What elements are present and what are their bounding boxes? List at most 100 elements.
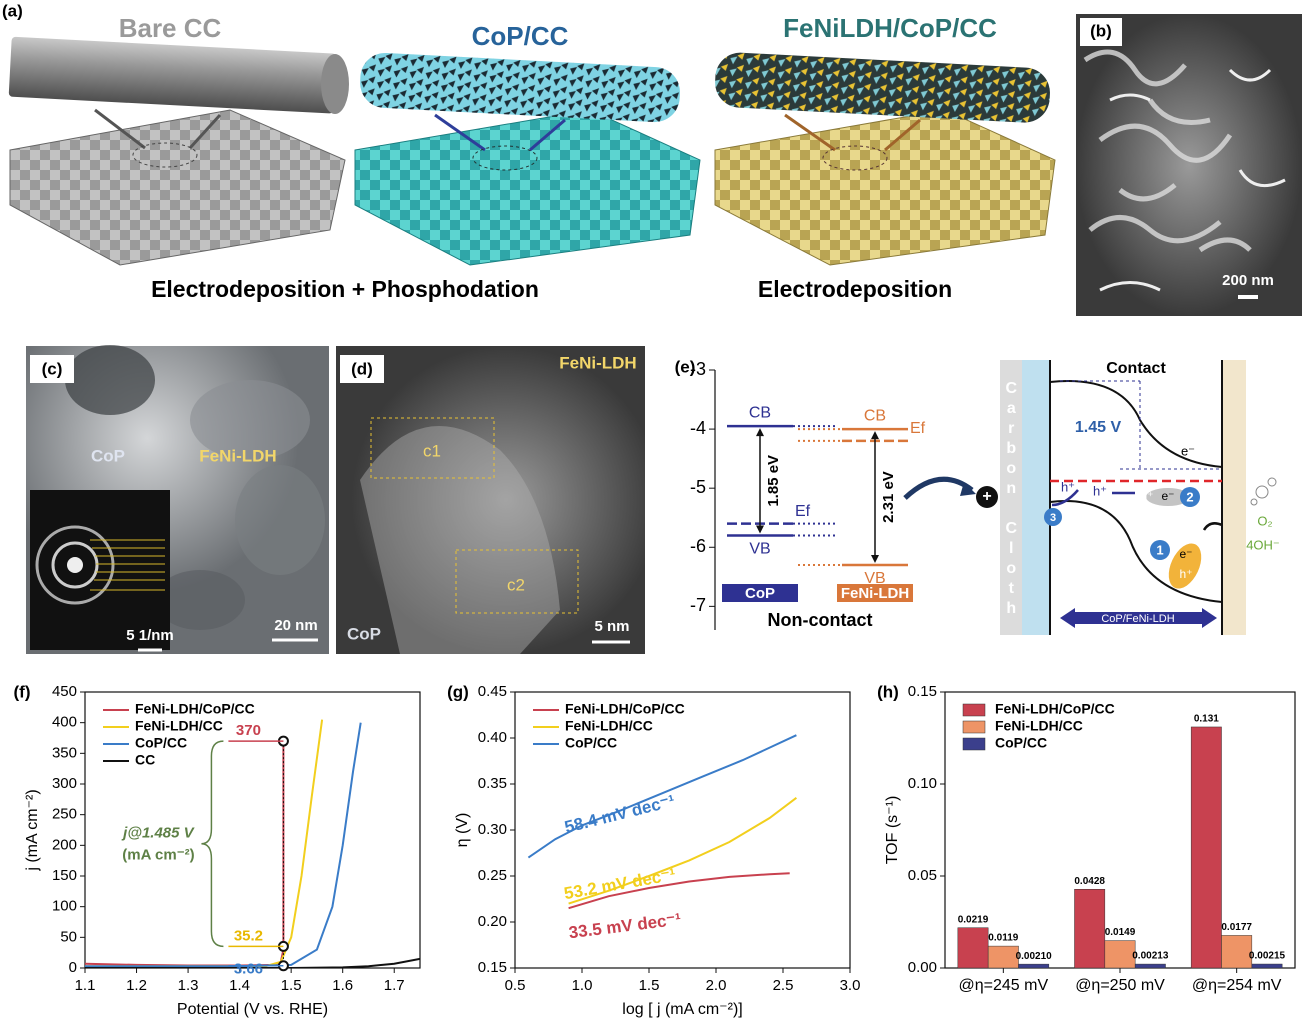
bar: [1191, 727, 1221, 968]
y-tick-label: 0.15: [478, 959, 507, 976]
slope-label: 53.2 mV dec⁻¹: [563, 865, 678, 903]
hrtem-image: [336, 346, 645, 654]
material-label: CoP: [745, 585, 775, 602]
y-tick-label: 0.35: [478, 775, 507, 792]
level-label: Ef: [795, 503, 811, 520]
layer-label: CoP/FeNi-LDH: [1101, 613, 1174, 625]
y-axis-label: j (mA cm⁻²): [24, 789, 41, 871]
value-label: 0.0119: [988, 933, 1018, 944]
electrode-sign: +: [982, 488, 991, 505]
y-tick-label: 100: [52, 898, 77, 915]
carrier-label: e⁻: [1179, 547, 1192, 561]
y-tick-label: 200: [52, 836, 77, 853]
slope-label: 58.4 mV dec⁻¹: [563, 791, 677, 837]
sample-title: Bare CC: [119, 13, 222, 43]
region-label: CoP: [347, 624, 381, 643]
x-tick-label: 1.3: [178, 977, 199, 994]
slope-label: 33.5 mV dec⁻¹: [568, 910, 683, 943]
bar: [1105, 941, 1135, 968]
scale-bar-label: 5 1/nm: [126, 627, 174, 644]
panel-label: (h): [877, 682, 899, 701]
series-line: [85, 723, 361, 967]
legend-swatch: [963, 721, 985, 733]
x-tick-label: 1.2: [126, 977, 147, 994]
scale-bar-label: 200 nm: [1222, 272, 1274, 289]
x-tick-label: 3.0: [840, 977, 861, 994]
sample-title: CoP/CC: [472, 21, 569, 51]
y-tick-label: 0.15: [908, 683, 937, 700]
process-caption: Electrodeposition: [758, 276, 952, 302]
x-tick-label: @η=254 mV: [1192, 977, 1282, 994]
x-tick-label: 1.7: [384, 977, 405, 994]
carrier-label: h⁺: [1179, 567, 1192, 581]
brace: [201, 741, 223, 946]
step-number: 1: [1156, 542, 1163, 557]
x-tick-label: @η=245 mV: [959, 977, 1049, 994]
gap-label: 1.85 eV: [765, 455, 782, 507]
legend-label: FeNi-LDH/CoP/CC: [135, 701, 255, 717]
y-tick-label: 0.05: [908, 867, 937, 884]
y-tick-label: 0.20: [478, 913, 507, 930]
x-tick-label: 1.0: [572, 977, 593, 994]
y-tick-label: 0.40: [478, 729, 507, 746]
y-axis-label: η (V): [454, 813, 471, 848]
x-tick-label: 2.5: [773, 977, 794, 994]
brace-label: (mA cm⁻²): [122, 847, 194, 864]
x-tick-label: @η=250 mV: [1075, 977, 1165, 994]
level-label: CB: [864, 407, 886, 424]
y-tick-label: -3: [690, 359, 706, 379]
scale-bar-label: 5 nm: [594, 618, 629, 635]
legend-label: FeNi-LDH/CoP/CC: [995, 701, 1115, 717]
y-tick-label: 400: [52, 714, 77, 731]
y-tick-label: 150: [52, 867, 77, 884]
support-label: Carbon Cloth: [1003, 380, 1020, 620]
tem-image: [26, 345, 329, 654]
material-label: FeNi-LDH: [841, 585, 909, 602]
species-label: 4OH⁻: [1246, 537, 1280, 552]
bar: [1019, 964, 1049, 968]
y-tick-label: 0.30: [478, 821, 507, 838]
bar: [1075, 889, 1105, 968]
brace-label: j@1.485 V: [121, 825, 195, 842]
value-label: 0.00210: [1016, 951, 1053, 962]
value-label: 0.00215: [1249, 951, 1286, 962]
carrier-label: h⁺: [1061, 479, 1075, 494]
legend-label: CoP/CC: [995, 735, 1047, 751]
bar: [1135, 964, 1165, 968]
region-label: FeNi-LDH: [559, 353, 636, 372]
panel-label: (b): [1090, 21, 1112, 40]
value-label: 0.131: [1194, 714, 1219, 725]
value-label: 0.0428: [1074, 876, 1105, 887]
legend-swatch: [963, 738, 985, 750]
step-number: 2: [1186, 489, 1193, 504]
cop-cc-illustration: [355, 52, 700, 265]
legend-label: FeNi-LDH/CC: [565, 718, 653, 734]
y-tick-label: 0: [69, 959, 77, 976]
sem-image: [1076, 14, 1302, 316]
potential-label: 1.45 V: [1075, 419, 1122, 436]
sample-title: FeNiLDH/CoP/CC: [783, 13, 997, 43]
y-tick-label: -7: [690, 595, 706, 615]
level-label: Ef: [910, 420, 926, 437]
x-tick-label: 1.5: [281, 977, 302, 994]
region-label: c2: [507, 575, 525, 594]
region-label: FeNi-LDH: [199, 446, 276, 465]
diagram-title: Contact: [1106, 360, 1166, 377]
y-tick-label: 0.00: [908, 959, 937, 976]
marker-label: 370: [236, 722, 261, 739]
value-label: 0.00213: [1132, 951, 1169, 962]
panel-label: (c): [42, 359, 63, 378]
region-label: CoP: [91, 446, 125, 465]
legend-swatch: [963, 704, 985, 716]
y-tick-label: 350: [52, 744, 77, 761]
bare-cc-illustration: [9, 37, 349, 265]
species-label: O₂: [1257, 513, 1272, 528]
carrier-label: h⁺: [1140, 489, 1153, 503]
panel-label: (a): [2, 1, 23, 20]
x-tick-label: 0.5: [505, 977, 526, 994]
y-tick-label: 300: [52, 775, 77, 792]
x-tick-label: 1.4: [229, 977, 250, 994]
y-tick-label: -5: [690, 477, 706, 497]
legend-label: CoP/CC: [135, 735, 187, 751]
bar: [988, 946, 1018, 968]
